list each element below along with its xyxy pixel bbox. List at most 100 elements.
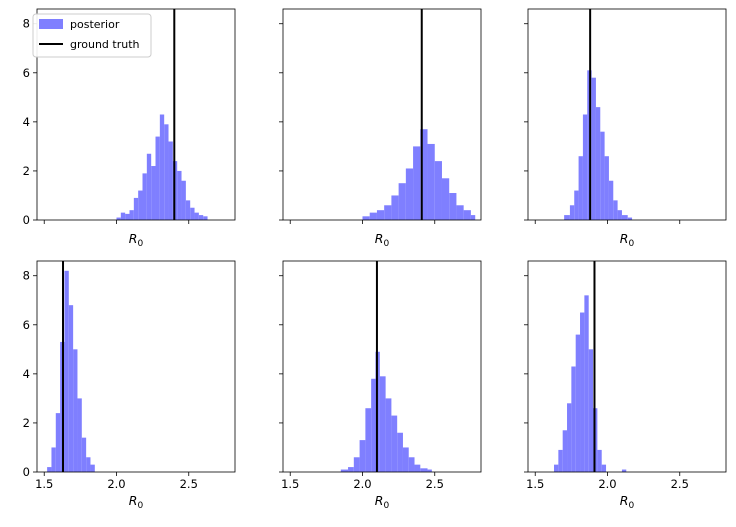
x-axis-label: R0 — [129, 231, 144, 249]
histogram-bar — [129, 210, 134, 220]
x-axis-label: R0 — [620, 493, 635, 511]
histogram-bar — [591, 77, 596, 220]
histogram-bar — [203, 216, 208, 220]
histogram-bar — [177, 170, 182, 220]
y-tick-label: 0 — [23, 465, 30, 479]
histogram-bar — [64, 270, 69, 472]
histogram-bar — [427, 469, 432, 472]
histogram-bar — [164, 124, 169, 220]
histogram-bar — [402, 447, 409, 472]
axes-frame — [36, 260, 236, 473]
histogram-bar — [159, 114, 165, 220]
histogram-bar — [348, 467, 354, 472]
histogram-bar — [562, 430, 568, 472]
histogram-bar — [569, 205, 575, 220]
y-tick-label: 2 — [23, 164, 30, 178]
histogram-bar — [574, 190, 579, 220]
histogram-bar — [617, 210, 622, 220]
histogram-bar — [578, 156, 583, 220]
y-tick-label: 4 — [23, 115, 30, 129]
histogram-bar — [627, 217, 633, 220]
histogram-bar — [365, 408, 372, 472]
histogram-bar — [51, 447, 56, 472]
x-axis-label: R0 — [129, 493, 144, 511]
histogram-bar — [371, 378, 376, 472]
x-tick-label: 2.5 — [671, 477, 689, 491]
subplot-4: 1.5 2.0 2.5 0 2 4 6 8 R0 — [23, 260, 236, 511]
histogram-bar — [580, 312, 585, 472]
histogram-bar — [398, 183, 406, 220]
x-tick-label: 1.5 — [281, 477, 299, 491]
histogram-bar — [613, 200, 618, 220]
histogram-bar — [601, 464, 607, 472]
y-tick-label: 2 — [23, 416, 30, 430]
histogram-bar — [408, 457, 415, 472]
histogram-bar — [391, 415, 398, 472]
histogram-bar — [558, 449, 563, 472]
histogram-bar — [362, 216, 370, 220]
subplot-2: R0 — [279, 8, 482, 249]
y-tick-label: 6 — [23, 66, 30, 80]
histogram-bar — [376, 210, 385, 220]
histogram-bar — [190, 207, 195, 220]
axes-frame — [36, 8, 236, 221]
subplot-3: R0 — [524, 8, 727, 249]
histogram-bar — [405, 168, 414, 220]
legend-ground-truth-label: ground truth — [70, 38, 140, 51]
axes-frame — [282, 8, 482, 221]
legend: posterior ground truth — [32, 13, 152, 58]
histogram-bar — [379, 376, 386, 472]
histogram-bar — [77, 398, 82, 472]
histogram-bar — [353, 457, 360, 472]
y-tick-label: 6 — [23, 318, 30, 332]
histogram-bar — [595, 107, 601, 220]
x-tick-label: 2.0 — [107, 477, 125, 491]
histogram-bar — [120, 212, 126, 220]
histogram-bar — [55, 413, 61, 472]
histogram-bar — [441, 178, 450, 220]
x-tick-label: 1.5 — [35, 477, 53, 491]
histogram-bar — [385, 398, 392, 472]
histogram-bar — [155, 136, 160, 220]
y-tick-label: 0 — [23, 213, 30, 227]
x-tick-label: 2.5 — [180, 477, 198, 491]
histogram-bar — [133, 197, 139, 220]
histogram-bar — [68, 305, 74, 472]
histogram-bar — [621, 469, 627, 472]
histogram-bar — [168, 141, 173, 220]
histogram-bar — [369, 212, 377, 220]
histogram-bar — [194, 212, 199, 220]
x-axis-label: R0 — [620, 231, 635, 249]
histogram-bar — [582, 114, 588, 220]
histogram-bar — [621, 215, 628, 220]
histogram-bar — [470, 215, 476, 220]
x-tick-label: 2.5 — [426, 477, 444, 491]
x-axis-label: R0 — [375, 493, 390, 511]
histogram-bar — [427, 143, 435, 220]
histogram-bar — [604, 156, 609, 220]
y-tick-label: 4 — [23, 367, 30, 381]
histogram-bar — [588, 349, 594, 472]
x-tick-label: 2.0 — [598, 477, 616, 491]
histogram-bar — [584, 295, 589, 472]
axes-frame — [527, 260, 727, 473]
histogram-bar — [413, 146, 421, 220]
y-tick-label: 8 — [23, 269, 30, 283]
histogram-bar — [397, 432, 403, 472]
histogram-bar — [420, 468, 428, 472]
histogram-bar — [597, 449, 602, 472]
histogram-bar — [564, 215, 570, 220]
histogram-bar — [608, 180, 614, 220]
histogram-bar — [47, 467, 52, 472]
histogram-bar — [449, 193, 457, 220]
histogram-bar — [142, 173, 147, 220]
histogram-bar — [434, 161, 442, 220]
subplot-6: 1.5 2.0 2.5 R0 — [524, 260, 727, 511]
histogram-bar — [575, 334, 581, 472]
histogram-bar — [567, 403, 572, 472]
x-tick-label: 1.5 — [526, 477, 544, 491]
histogram-bar — [463, 210, 471, 220]
histogram-bar — [138, 190, 143, 220]
histogram-bar — [198, 215, 204, 220]
